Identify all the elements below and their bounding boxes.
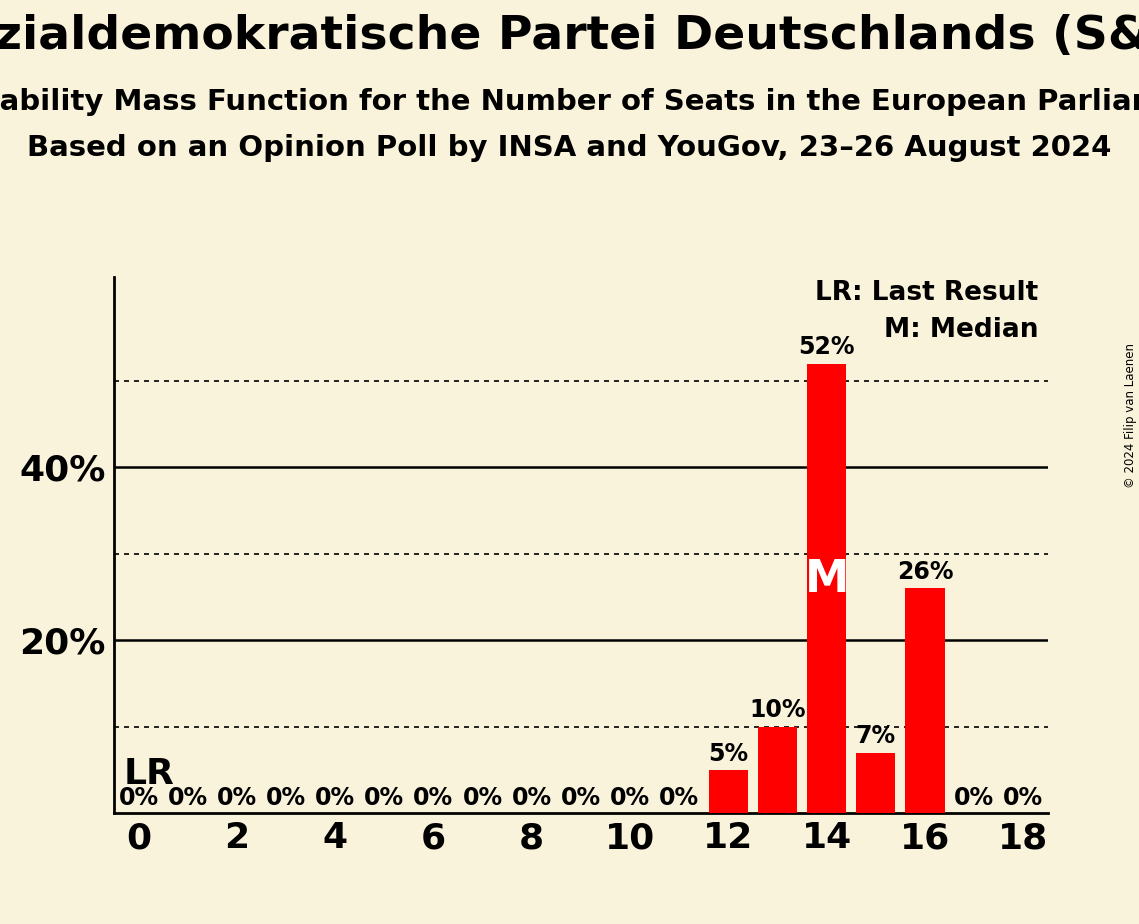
Bar bbox=[808, 364, 846, 813]
Text: 0%: 0% bbox=[265, 785, 306, 809]
Text: 0%: 0% bbox=[364, 785, 404, 809]
Text: © 2024 Filip van Laenen: © 2024 Filip van Laenen bbox=[1124, 344, 1137, 488]
Text: Sozialdemokratische Partei Deutschlands (S&D): Sozialdemokratische Partei Deutschlands … bbox=[0, 14, 1139, 59]
Text: LR: Last Result: LR: Last Result bbox=[816, 280, 1039, 306]
Text: 0%: 0% bbox=[611, 785, 650, 809]
Text: 0%: 0% bbox=[954, 785, 994, 809]
Bar bbox=[708, 770, 748, 813]
Bar bbox=[757, 726, 797, 813]
Text: 0%: 0% bbox=[560, 785, 601, 809]
Text: 0%: 0% bbox=[659, 785, 699, 809]
Text: 0%: 0% bbox=[167, 785, 207, 809]
Text: 26%: 26% bbox=[896, 560, 953, 584]
Text: M: Median: M: Median bbox=[884, 318, 1039, 344]
Text: LR: LR bbox=[124, 758, 174, 791]
Text: 0%: 0% bbox=[118, 785, 158, 809]
Text: M: M bbox=[804, 558, 849, 602]
Text: Probability Mass Function for the Number of Seats in the European Parliament: Probability Mass Function for the Number… bbox=[0, 88, 1139, 116]
Text: Based on an Opinion Poll by INSA and YouGov, 23–26 August 2024: Based on an Opinion Poll by INSA and You… bbox=[27, 134, 1112, 162]
Text: 52%: 52% bbox=[798, 335, 855, 359]
Text: 0%: 0% bbox=[462, 785, 502, 809]
Text: 0%: 0% bbox=[511, 785, 551, 809]
Text: 0%: 0% bbox=[413, 785, 453, 809]
Text: 5%: 5% bbox=[708, 742, 748, 766]
Text: 0%: 0% bbox=[1003, 785, 1043, 809]
Bar bbox=[906, 589, 944, 813]
Bar bbox=[857, 753, 895, 813]
Text: 7%: 7% bbox=[855, 724, 896, 748]
Text: 0%: 0% bbox=[216, 785, 257, 809]
Text: 10%: 10% bbox=[749, 699, 805, 723]
Text: 0%: 0% bbox=[316, 785, 355, 809]
